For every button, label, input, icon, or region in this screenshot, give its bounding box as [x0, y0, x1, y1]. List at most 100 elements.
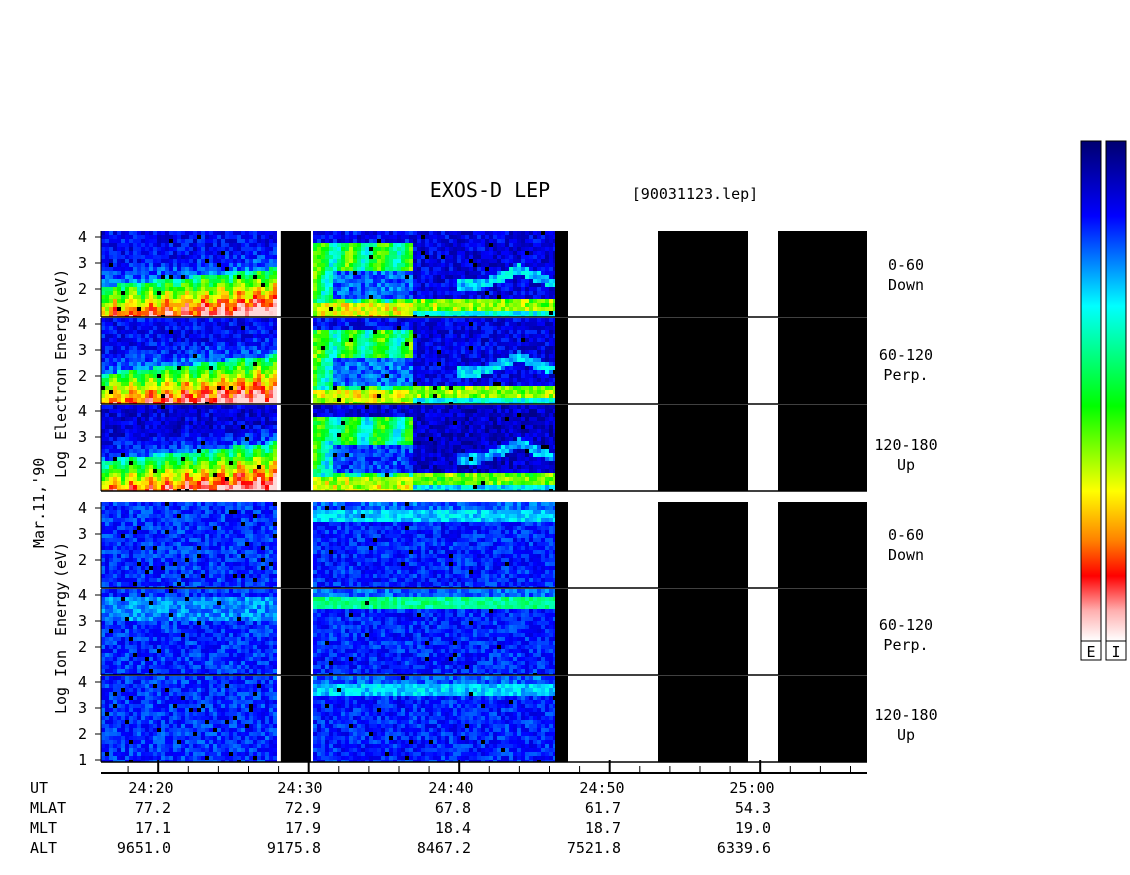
heatmap-cell	[153, 291, 157, 295]
heatmap-cell	[525, 271, 529, 275]
heatmap-cell	[269, 398, 273, 402]
heatmap-cell	[117, 461, 121, 465]
heatmap-cell	[153, 445, 157, 449]
heatmap-cell	[505, 307, 509, 311]
heatmap-cell	[461, 362, 465, 366]
heatmap-cell	[141, 330, 145, 334]
heatmap-cell	[149, 386, 153, 390]
heatmap-cell	[485, 235, 489, 239]
heatmap-cell	[229, 382, 233, 386]
heatmap-cell	[401, 346, 405, 350]
heatmap-cell	[265, 239, 269, 243]
heatmap-cell	[149, 259, 153, 263]
heatmap-cell	[461, 279, 465, 283]
heatmap-cell	[157, 362, 161, 366]
heatmap-cell	[141, 283, 145, 287]
heatmap-cell	[393, 346, 397, 350]
heatmap-cell	[149, 231, 153, 235]
heatmap-cell	[249, 370, 253, 374]
heatmap-cell	[393, 235, 397, 239]
heatmap-cell	[389, 259, 393, 263]
heatmap-cell	[101, 263, 105, 267]
heatmap-cell	[457, 362, 461, 366]
heatmap-cell	[373, 330, 377, 334]
heatmap-cell	[105, 346, 109, 350]
heatmap-cell	[337, 271, 341, 275]
heatmap-cell	[533, 322, 537, 326]
heatmap-cell	[413, 342, 417, 346]
heatmap-cell	[205, 251, 209, 255]
heatmap-cell	[265, 235, 269, 239]
heatmap-cell	[497, 247, 501, 251]
heatmap-cell	[409, 338, 413, 342]
heatmap-cell	[449, 279, 453, 283]
heatmap-cell	[185, 330, 189, 334]
heatmap-cell	[137, 231, 141, 235]
heatmap-cell	[361, 346, 365, 350]
heatmap-cell	[129, 346, 133, 350]
heatmap-cell	[485, 338, 489, 342]
heatmap-cell	[333, 386, 337, 390]
heatmap-cell	[145, 330, 149, 334]
heatmap-cell	[429, 326, 433, 330]
heatmap-cell	[313, 287, 317, 291]
heatmap-cell	[317, 259, 321, 263]
heatmap-cell	[153, 386, 157, 390]
heatmap-cell	[245, 394, 249, 398]
heatmap-cell	[257, 398, 261, 402]
heatmap-cell	[529, 259, 533, 263]
heatmap-cell	[373, 366, 377, 370]
heatmap-cell	[433, 358, 437, 362]
no-data-block	[658, 231, 748, 317]
heatmap-cell	[521, 370, 525, 374]
heatmap-cell	[125, 255, 129, 259]
heatmap-cell	[329, 346, 333, 350]
heatmap-cell	[141, 326, 145, 330]
heatmap-cell	[385, 291, 389, 295]
heatmap-cell	[133, 461, 137, 465]
heatmap-cell	[345, 299, 349, 303]
heatmap-cell	[233, 283, 237, 287]
heatmap-cell	[133, 386, 137, 390]
heatmap-cell	[537, 366, 541, 370]
heatmap-cell	[449, 251, 453, 255]
heatmap-cell	[521, 386, 525, 390]
heatmap-cell	[409, 267, 413, 271]
heatmap-cell	[109, 334, 113, 338]
heatmap-cell	[201, 267, 205, 271]
heatmap-cell	[141, 453, 145, 457]
heatmap-cell	[217, 350, 221, 354]
heatmap-cell	[329, 354, 333, 358]
heatmap-cell	[369, 299, 373, 303]
heatmap-cell	[549, 283, 553, 287]
heatmap-cell	[517, 307, 521, 311]
heatmap-cell	[405, 386, 409, 390]
heatmap-cell	[541, 251, 545, 255]
heatmap-cell	[501, 279, 505, 283]
heatmap-cell	[217, 235, 221, 239]
heatmap-cell	[457, 287, 461, 291]
heatmap-cell	[377, 382, 381, 386]
heatmap-cell	[453, 271, 457, 275]
heatmap-cell	[145, 247, 149, 251]
heatmap-cell	[521, 318, 525, 322]
heatmap-cell	[417, 259, 421, 263]
heatmap-cell	[409, 370, 413, 374]
heatmap-cell	[181, 322, 185, 326]
heatmap-cell	[469, 390, 473, 394]
heatmap-cell	[113, 394, 117, 398]
heatmap-cell	[449, 394, 453, 398]
heatmap-cell	[117, 465, 121, 469]
heatmap-cell	[157, 390, 161, 394]
heatmap-cell	[513, 231, 517, 235]
heatmap-cell	[329, 255, 333, 259]
heatmap-cell	[121, 283, 125, 287]
heatmap-cell	[197, 390, 201, 394]
heatmap-cell	[177, 267, 181, 271]
heatmap-cell	[253, 295, 257, 299]
heatmap-cell	[529, 239, 533, 243]
heatmap-cell	[401, 267, 405, 271]
heatmap-cell	[145, 461, 149, 465]
heatmap-cell	[325, 374, 329, 378]
heatmap-cell	[113, 350, 117, 354]
